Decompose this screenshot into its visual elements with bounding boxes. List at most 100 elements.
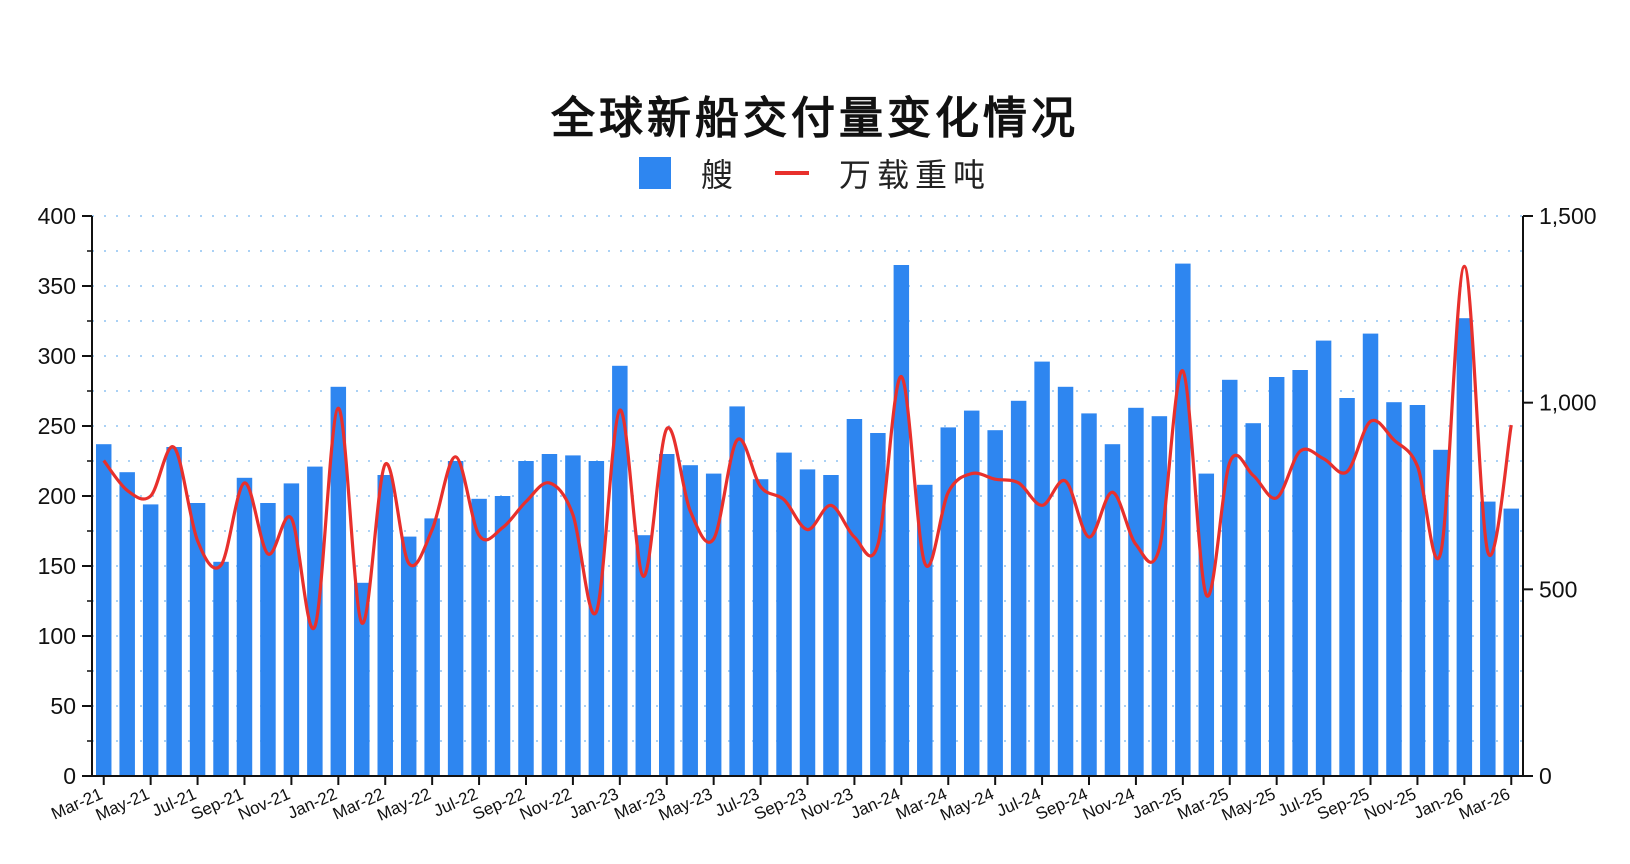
y-left-tick-label: 0 xyxy=(63,763,76,789)
bar xyxy=(1480,501,1496,776)
bar xyxy=(189,503,206,776)
bar xyxy=(471,498,487,776)
x-tick-label: Sep-25 xyxy=(1314,784,1372,824)
bar xyxy=(776,452,792,776)
legend-line-swatch xyxy=(775,171,809,175)
x-tick-label: Sep-21 xyxy=(188,784,246,824)
bar xyxy=(1268,377,1285,776)
bar xyxy=(870,433,886,776)
y-right-tick-label: 500 xyxy=(1539,576,1577,602)
bar xyxy=(541,454,558,776)
bar xyxy=(1409,405,1426,776)
bar xyxy=(494,496,511,776)
bar xyxy=(1175,263,1191,777)
y-left-tick-label: 150 xyxy=(38,553,76,579)
bar xyxy=(1034,361,1050,776)
bar xyxy=(752,479,769,776)
y-right-tick-label: 1,500 xyxy=(1539,203,1597,229)
bar xyxy=(213,561,229,776)
x-tick-label: Nov-25 xyxy=(1361,784,1419,824)
x-tick-label: Sep-23 xyxy=(751,784,809,824)
x-tick-label: Sep-22 xyxy=(470,784,528,824)
bar xyxy=(682,465,698,776)
bar xyxy=(893,265,910,776)
bar xyxy=(330,386,347,776)
legend-bar-swatch xyxy=(638,157,671,189)
y-left-tick-label: 300 xyxy=(38,343,76,369)
bar xyxy=(1198,473,1215,776)
bar xyxy=(588,461,605,776)
legend: 艘 万载重吨 xyxy=(0,150,1630,196)
bar xyxy=(1503,508,1520,776)
bar xyxy=(1081,413,1097,776)
y-left-tick-label: 250 xyxy=(38,413,76,439)
bar xyxy=(729,406,745,776)
bar xyxy=(1362,333,1379,776)
legend-label-line: 万载重吨 xyxy=(839,156,992,194)
y-right-tick-label: 0 xyxy=(1539,763,1552,789)
x-tick-label: Jan-24 xyxy=(848,784,903,823)
bar xyxy=(119,472,135,776)
x-tick-label: Mar-26 xyxy=(1456,784,1513,823)
bar xyxy=(799,469,816,776)
bar xyxy=(659,454,675,776)
legend-label-bar: 艘 xyxy=(700,156,739,194)
y-left-tick-label: 350 xyxy=(38,273,76,299)
x-tick-label: Sep-24 xyxy=(1033,784,1091,824)
bar xyxy=(518,461,534,776)
series-line xyxy=(102,264,1513,631)
x-tick-label: May-23 xyxy=(656,784,716,824)
legend-item-line[interactable]: 万载重吨 xyxy=(775,150,991,196)
x-tick-label: May-24 xyxy=(937,784,997,824)
bar xyxy=(705,473,722,776)
bar xyxy=(987,430,1003,776)
bar xyxy=(283,483,300,776)
bar xyxy=(1104,444,1121,776)
bar xyxy=(1222,379,1238,776)
bar xyxy=(1128,407,1144,776)
bar xyxy=(260,503,276,776)
x-tick-label: Nov-21 xyxy=(235,784,293,824)
bar xyxy=(400,536,417,776)
y-left-tick-label: 50 xyxy=(50,693,76,719)
x-tick-label: Nov-22 xyxy=(517,784,575,824)
bar xyxy=(354,582,370,776)
y-left-tick-label: 200 xyxy=(38,483,76,509)
bar xyxy=(1456,318,1473,776)
bar xyxy=(1010,400,1027,776)
x-tick-label: Nov-24 xyxy=(1080,784,1138,824)
bar xyxy=(635,535,652,776)
bar xyxy=(1315,340,1332,776)
x-tick-label: Jan-23 xyxy=(566,784,621,823)
bar xyxy=(1292,370,1308,776)
x-tick-label: Jan-25 xyxy=(1129,784,1184,823)
bar xyxy=(963,410,980,776)
bar xyxy=(612,365,628,776)
bar xyxy=(95,444,112,776)
bar xyxy=(940,427,956,776)
chart-title: 全球新船交付量变化情况 xyxy=(551,93,1079,144)
bar xyxy=(1057,386,1074,776)
y-left-tick-label: 400 xyxy=(38,203,76,229)
bar xyxy=(142,504,159,776)
bar xyxy=(823,475,839,776)
bar xyxy=(1245,423,1261,776)
bar xyxy=(1339,398,1355,776)
x-tick-label: Jan-22 xyxy=(285,784,340,823)
y-left-tick-label: 100 xyxy=(38,623,76,649)
line-series xyxy=(102,264,1513,631)
legend-item-bar[interactable]: 艘 xyxy=(638,150,739,196)
x-tick-label: Nov-23 xyxy=(798,784,856,824)
bar xyxy=(917,484,933,776)
bar xyxy=(1151,416,1168,776)
bar xyxy=(236,477,253,776)
x-tick-label: May-25 xyxy=(1219,784,1279,824)
x-tick-label: May-21 xyxy=(93,784,153,824)
bar xyxy=(377,475,393,776)
bar-series xyxy=(95,263,1520,777)
bar xyxy=(424,518,440,776)
bar xyxy=(166,447,182,776)
bar xyxy=(1386,402,1402,776)
bar xyxy=(447,461,464,776)
